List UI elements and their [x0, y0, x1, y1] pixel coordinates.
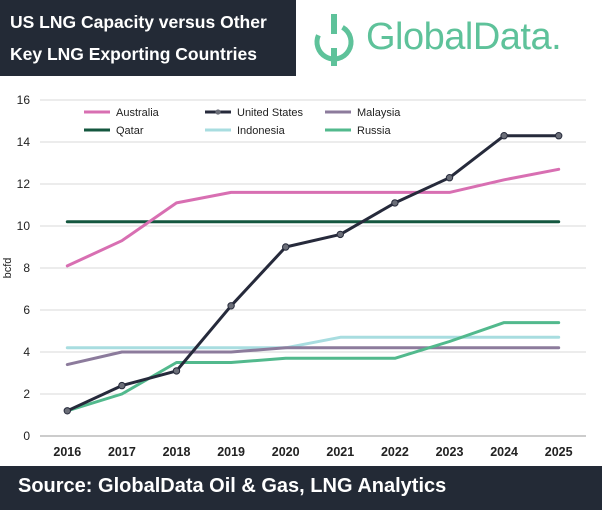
legend-label-australia: Australia: [116, 107, 160, 119]
x-tick-label: 2017: [108, 445, 136, 459]
y-tick-label: 8: [23, 261, 30, 275]
globaldata-logo-icon: [314, 14, 354, 66]
data-point-united-states: [500, 132, 508, 140]
x-tick-label: 2021: [326, 445, 354, 459]
x-tick-label: 2019: [217, 445, 245, 459]
x-tick-label: 2022: [381, 445, 409, 459]
source-text: Source: GlobalData Oil & Gas, LNG Analyt…: [18, 475, 447, 497]
x-tick-label: 2020: [272, 445, 300, 459]
y-tick-label: 12: [17, 177, 31, 191]
legend-label-qatar: Qatar: [116, 125, 144, 137]
series-line-australia: [65, 167, 561, 268]
y-tick-label: 10: [17, 219, 31, 233]
y-tick-label: 6: [23, 303, 30, 317]
series-line-indonesia: [65, 335, 561, 350]
chart-title-line2: Key LNG Exporting Countries: [10, 44, 257, 64]
data-point-united-states: [118, 381, 126, 390]
x-tick-label: 2018: [163, 445, 191, 459]
series-line-united-states: [65, 134, 561, 413]
source-footer: Source: GlobalData Oil & Gas, LNG Analyt…: [0, 466, 602, 510]
data-point-united-states: [445, 174, 454, 182]
x-tick-label: 2024: [490, 445, 518, 459]
y-tick-label: 4: [23, 345, 30, 359]
x-tick-label: 2016: [53, 445, 81, 459]
chart-title-line1: US LNG Capacity versus Other: [10, 12, 267, 32]
legend-label-united-states: United States: [237, 107, 304, 119]
legend-label-russia: Russia: [357, 125, 392, 137]
title-box: US LNG Capacity versus Other Key LNG Exp…: [0, 0, 296, 76]
data-point-united-states: [391, 199, 399, 207]
series-line-malaysia: [65, 346, 561, 367]
y-tick-label: 16: [17, 93, 31, 107]
y-tick-label: 0: [23, 429, 30, 443]
legend-marker-united-states: [215, 109, 221, 115]
y-axis-label: bcfd: [2, 258, 14, 279]
data-point-united-states: [227, 302, 235, 310]
legend-label-indonesia: Indonesia: [237, 125, 286, 137]
y-tick-label: 14: [17, 135, 31, 149]
data-point-united-states: [172, 367, 181, 375]
data-point-united-states: [555, 132, 563, 140]
line-chart: 0 2 4 6 8 10 12 14 16 2016 2017 2018 2019 2020 2021 202…: [2, 93, 586, 459]
data-point-united-states: [282, 243, 290, 251]
x-tick-label: 2023: [436, 445, 464, 459]
y-tick-label: 2: [23, 387, 30, 401]
globaldata-logo-text: GlobalData.: [366, 16, 562, 58]
data-point-united-states: [63, 407, 72, 415]
globaldata-logo: GlobalData.: [310, 10, 600, 70]
legend-label-malaysia: Malaysia: [357, 107, 401, 119]
data-point-united-states: [336, 230, 344, 239]
x-tick-label: 2025: [545, 445, 573, 459]
